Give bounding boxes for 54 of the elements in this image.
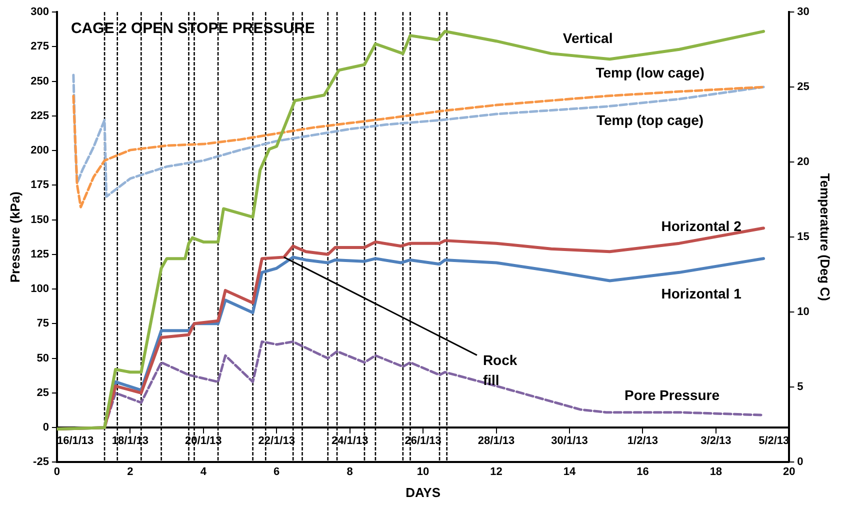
- y2-axis-title: Temperature (Deg C): [818, 173, 833, 301]
- x-tick-label: 16: [636, 466, 649, 478]
- y2-tick-label: 15: [797, 231, 810, 244]
- y-tick-label: 250: [30, 75, 49, 88]
- annotation: Rock fill: [482, 352, 518, 388]
- y-tick-label: 225: [30, 110, 49, 122]
- x2-tick-label: 26/1/13: [404, 435, 442, 448]
- y-tick-label: 125: [30, 248, 49, 260]
- y-tick-label: 100: [30, 283, 49, 296]
- x-tick-label: 2: [127, 466, 134, 478]
- x-tick-label: 8: [346, 466, 353, 478]
- x2-tick-label: 1/2/13: [627, 435, 658, 448]
- series-label: Horizontal 2: [661, 218, 742, 234]
- x2-tick-label: 5/2/13: [758, 435, 790, 448]
- y2-tick-label: 30: [797, 6, 810, 18]
- x2-tick-label: 28/1/13: [478, 435, 515, 448]
- x2-tick-label: 18/1/13: [112, 435, 149, 448]
- x-tick-label: 12: [490, 466, 502, 478]
- y-tick-label: 75: [36, 318, 49, 330]
- x2-tick-label: 3/2/13: [700, 435, 732, 448]
- y2-tick-label: 10: [797, 306, 810, 318]
- y-tick-label: 0: [42, 422, 49, 434]
- series-label: Horizontal 1: [661, 285, 742, 302]
- x2-tick-label: 20/1/13: [185, 435, 222, 448]
- y-tick-label: 50: [36, 352, 49, 364]
- x-axis-title: DAYS: [406, 484, 441, 500]
- y-tick-label: 300: [30, 6, 49, 18]
- series-label: Temp (top cage): [596, 112, 704, 128]
- x2-tick-label: 24/1/13: [331, 435, 368, 448]
- y-tick-label: 275: [30, 40, 49, 53]
- x-tick-label: 18: [710, 466, 722, 478]
- x-tick-label: 20: [783, 466, 796, 478]
- y-tick-label: -25: [33, 456, 49, 468]
- y2-tick-label: 5: [797, 381, 804, 394]
- x-tick-label: 0: [54, 466, 60, 478]
- x-tick-label: 10: [416, 466, 430, 478]
- y-tick-label: 200: [30, 144, 49, 157]
- series-label: Temp (low cage): [596, 64, 704, 80]
- x-tick-label: 4: [200, 466, 208, 478]
- x2-tick-label: 16/1/13: [56, 435, 94, 448]
- series-label: Vertical: [562, 30, 613, 46]
- y2-tick-label: 0: [797, 456, 804, 468]
- text: CAGE 2 OPEN STOPE PRESSURE: [70, 20, 315, 38]
- y-tick-label: 175: [30, 179, 49, 192]
- y-tick-label: 150: [30, 214, 49, 226]
- x-tick-label: 14: [563, 466, 576, 478]
- y-axis-title: Pressure (kPa): [7, 192, 22, 283]
- y2-tick-label: 20: [797, 156, 810, 168]
- x2-tick-label: 30/1/13: [551, 435, 588, 448]
- line-series: [72, 86, 765, 208]
- y-tick-label: 25: [36, 386, 49, 399]
- y2-tick-label: 25: [797, 81, 810, 94]
- x-tick-label: 6: [274, 466, 280, 478]
- series-label: Pore Pressure: [624, 387, 720, 404]
